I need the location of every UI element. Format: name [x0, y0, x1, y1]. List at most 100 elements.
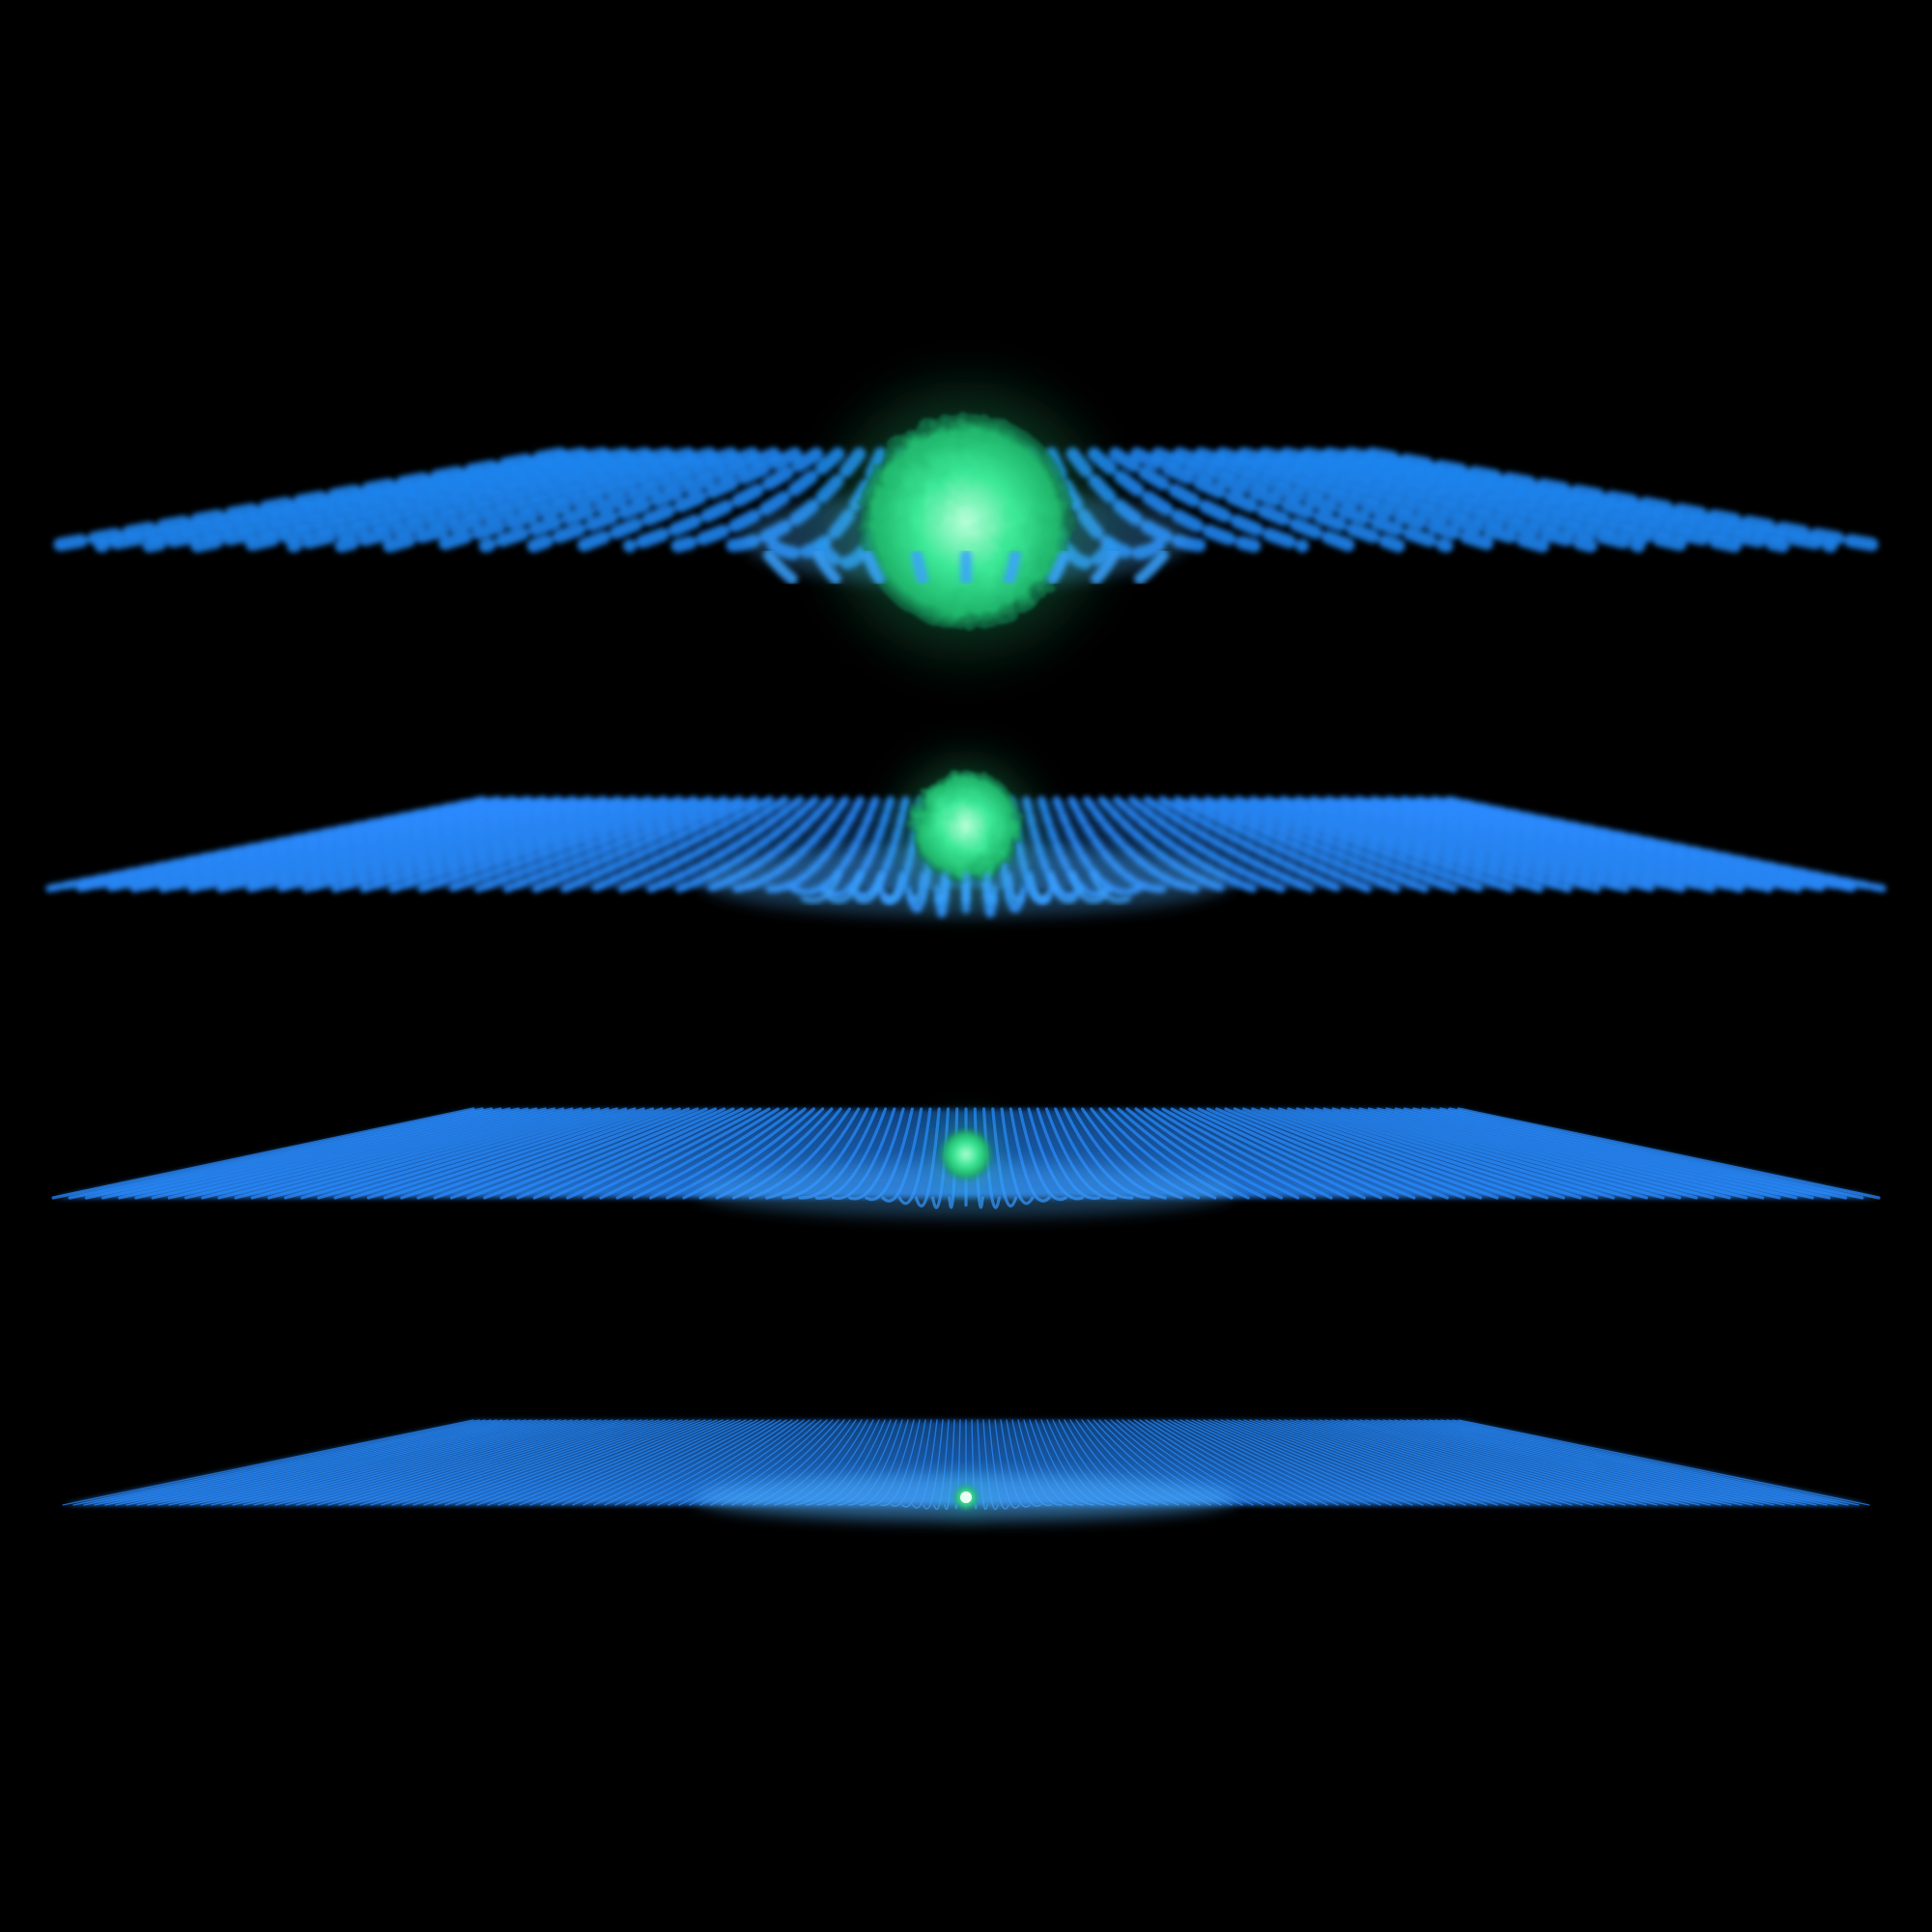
lattice-strand — [168, 1419, 532, 1506]
lattice-strand — [1331, 1107, 1649, 1200]
lattice-strand — [499, 1107, 717, 1200]
lattice-strand — [1371, 1419, 1711, 1506]
lattice-strand — [540, 1419, 735, 1506]
lattice-strand — [1446, 1419, 1849, 1506]
lattice-strand — [1359, 1419, 1690, 1506]
lattice-strand — [274, 1419, 590, 1506]
lattice-strand — [1264, 796, 1544, 893]
lattice-strand — [466, 1107, 699, 1200]
particle — [910, 770, 1022, 882]
lattice-strand — [84, 1107, 494, 1200]
lattice-strand — [1170, 1107, 1350, 1200]
lattice-strand — [1173, 796, 1372, 893]
lattice-strand — [1208, 1419, 1413, 1506]
lattice-strand — [615, 1107, 780, 1200]
lattice-strand — [1284, 1419, 1551, 1506]
lattice-strand — [126, 1419, 509, 1506]
lattice-strand — [1161, 1107, 1333, 1200]
lattice-strand — [1324, 796, 1659, 893]
lattice-strand — [1403, 1107, 1781, 1200]
lattice-strand — [593, 1419, 764, 1506]
lattice-strand — [1377, 1419, 1721, 1506]
lattice-strand — [1251, 1107, 1499, 1200]
lattice-strand — [1215, 1107, 1433, 1200]
lattice-strand — [1314, 1107, 1615, 1200]
lattice-strand — [1324, 1419, 1626, 1506]
lattice-strand — [1122, 1419, 1254, 1506]
lattice-strand — [1237, 1419, 1466, 1506]
lattice-strand — [1243, 1419, 1477, 1506]
lattice-strand — [1027, 871, 1050, 903]
lattice-strand — [532, 1107, 735, 1200]
lattice-strand — [1388, 1419, 1743, 1506]
lattice-strand — [1458, 1419, 1870, 1506]
lattice-strand — [1156, 1419, 1318, 1506]
lattice-strand — [1125, 1107, 1266, 1200]
lattice-strand — [625, 1419, 781, 1506]
lattice-strand — [1304, 1107, 1599, 1200]
lattice-strand — [1438, 1107, 1848, 1200]
lattice-strand — [646, 796, 805, 893]
lattice-strand — [1174, 1419, 1350, 1506]
lattice-strand — [1133, 1419, 1275, 1506]
lattice-strand — [253, 1419, 579, 1506]
lattice-strand — [1365, 1419, 1700, 1506]
lattice-strand — [476, 1419, 700, 1506]
lattice-strand — [400, 1107, 664, 1200]
lattice-strand — [283, 1107, 601, 1200]
lattice-strand — [1249, 1419, 1488, 1506]
lattice-strand — [855, 871, 884, 904]
lattice-strand — [1197, 1419, 1392, 1506]
lattice-strand — [984, 871, 996, 904]
lattice-strand — [1277, 1107, 1548, 1200]
lattice-strand — [1234, 796, 1487, 893]
lattice-strand — [1158, 796, 1343, 893]
lattice-strand — [503, 796, 728, 893]
lattice-strand — [232, 1419, 567, 1506]
lattice-strand — [1127, 1419, 1264, 1506]
lattice-strand — [306, 1419, 608, 1506]
lattice-strand — [466, 1419, 695, 1506]
lattice-strand — [1226, 1419, 1445, 1506]
lattice-strand — [359, 1419, 637, 1506]
lattice-strand — [1232, 1419, 1456, 1506]
lattice-strand — [1348, 1419, 1668, 1506]
lattice-strand — [632, 1107, 789, 1200]
lattice-panel-1 — [46, 359, 1886, 684]
lattice-strand — [187, 796, 563, 893]
lattice-strand — [416, 1107, 672, 1200]
lattice-strand — [1330, 1419, 1636, 1506]
lattice-strand — [201, 1107, 556, 1200]
lattice-strand — [566, 1107, 753, 1200]
lattice-strand — [179, 1419, 538, 1506]
lattice-strand — [1006, 871, 1023, 904]
lattice-strand — [1430, 1107, 1832, 1200]
lattice-strand — [1108, 447, 1310, 553]
lattice-strand — [666, 1107, 807, 1200]
lattice-strand — [1435, 1419, 1828, 1506]
lattice-strand — [317, 1419, 613, 1506]
lattice-front-strands — [763, 550, 1169, 585]
lattice-strand — [1365, 447, 1886, 553]
lattice-strand — [338, 1419, 625, 1506]
lattice-strand — [1091, 871, 1131, 904]
lattice-strand — [1266, 1419, 1520, 1506]
lattice-strand — [221, 1419, 561, 1506]
lattice-front-strands — [801, 871, 1131, 904]
lattice-strand — [1322, 1107, 1632, 1200]
lattice-strand — [1272, 1419, 1530, 1506]
lattice-strand — [1204, 796, 1429, 893]
lattice-strand — [94, 1419, 492, 1506]
lattice-strand — [582, 1107, 762, 1200]
lattice-strand — [801, 871, 841, 904]
lattice-panel-4 — [62, 1419, 1870, 1520]
lattice-strand — [72, 796, 502, 893]
lattice-strand — [675, 796, 819, 893]
lattice-strand — [1367, 1107, 1715, 1200]
lattice-strand — [1224, 1107, 1449, 1200]
lattice-strand — [1248, 796, 1516, 893]
lattice-panel-3 — [51, 1107, 1881, 1218]
lattice-strand — [1134, 1107, 1284, 1200]
lattice-strand — [604, 1419, 770, 1506]
lattice-strand — [1139, 1419, 1286, 1506]
